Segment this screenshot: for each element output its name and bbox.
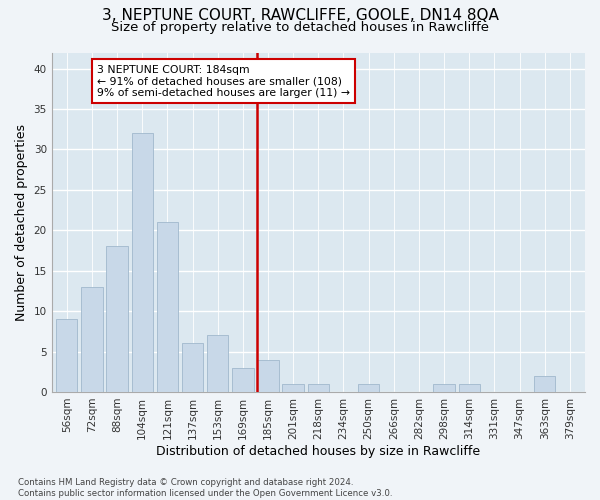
Bar [458,384,480,392]
Bar [257,360,279,392]
Text: Size of property relative to detached houses in Rawcliffe: Size of property relative to detached ho… [111,21,489,34]
Bar [207,336,229,392]
Bar [56,319,77,392]
Bar [232,368,254,392]
Bar [157,222,178,392]
Bar [433,384,455,392]
Bar [81,287,103,392]
Bar [182,344,203,392]
Bar [106,246,128,392]
X-axis label: Distribution of detached houses by size in Rawcliffe: Distribution of detached houses by size … [156,444,481,458]
Text: Contains HM Land Registry data © Crown copyright and database right 2024.
Contai: Contains HM Land Registry data © Crown c… [18,478,392,498]
Bar [308,384,329,392]
Bar [358,384,379,392]
Y-axis label: Number of detached properties: Number of detached properties [15,124,28,320]
Bar [534,376,556,392]
Bar [131,134,153,392]
Text: 3 NEPTUNE COURT: 184sqm
← 91% of detached houses are smaller (108)
9% of semi-de: 3 NEPTUNE COURT: 184sqm ← 91% of detache… [97,64,350,98]
Bar [283,384,304,392]
Text: 3, NEPTUNE COURT, RAWCLIFFE, GOOLE, DN14 8QA: 3, NEPTUNE COURT, RAWCLIFFE, GOOLE, DN14… [101,8,499,22]
